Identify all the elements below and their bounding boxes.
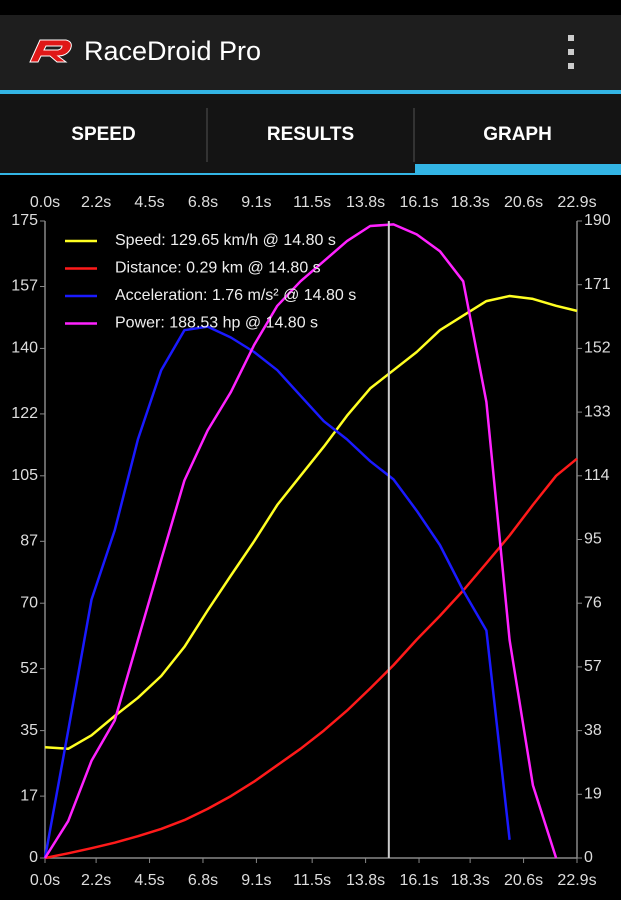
series-line — [44, 457, 578, 860]
x-tick-label-top: 22.9s — [557, 194, 596, 211]
x-tick-label-top: 13.8s — [346, 194, 385, 211]
tab-label[interactable]: GRAPH — [483, 124, 552, 145]
y2-tick-label: 0 — [584, 849, 593, 866]
y-tick-label: 122 — [11, 405, 38, 422]
y2-tick-label: 38 — [584, 722, 602, 739]
x-tick-label: 4.5s — [134, 872, 164, 889]
x-tick-label-top: 4.5s — [134, 194, 164, 211]
menu-dot — [568, 35, 574, 41]
x-tick-label-top: 6.8s — [188, 194, 218, 211]
x-tick-label: 9.1s — [241, 872, 271, 889]
y-tick-label: 52 — [20, 660, 38, 677]
legend-label: Power: 188.53 hp @ 14.80 s — [115, 315, 318, 332]
y2-tick-label: 76 — [584, 594, 602, 611]
app-logo[interactable] — [29, 39, 72, 63]
x-tick-label: 18.3s — [451, 872, 490, 889]
y2-tick-label: 171 — [584, 276, 611, 293]
x-tick-label-top: 18.3s — [451, 194, 490, 211]
y2-tick-label: 114 — [584, 467, 610, 484]
tab-bar-line — [0, 173, 621, 175]
tab-bar — [0, 94, 621, 175]
y-tick-label: 157 — [11, 278, 38, 295]
menu-dot — [568, 49, 574, 55]
tab-label[interactable]: RESULTS — [267, 124, 354, 145]
tab-label[interactable]: SPEED — [71, 124, 135, 145]
x-tick-label-top: 2.2s — [81, 194, 111, 211]
y-tick-label: 0 — [29, 849, 38, 866]
x-tick-label: 2.2s — [81, 872, 111, 889]
series-line — [44, 294, 578, 751]
y2-tick-label: 190 — [584, 212, 611, 229]
menu-dot — [568, 63, 574, 69]
x-tick-label: 0.0s — [30, 872, 60, 889]
x-tick-label: 11.5s — [293, 872, 331, 889]
overflow-menu[interactable] — [568, 35, 574, 69]
app-bar-divider — [0, 90, 621, 94]
x-tick-label-top: 0.0s — [30, 194, 60, 211]
y2-tick-label: 133 — [584, 403, 611, 420]
y-tick-label: 87 — [20, 533, 38, 550]
x-tick-label: 16.1s — [399, 872, 438, 889]
legend-label: Acceleration: 1.76 m/s² @ 14.80 s — [115, 287, 356, 304]
x-tick-label-top: 9.1s — [241, 194, 271, 211]
y-tick-label: 35 — [20, 722, 38, 739]
series-line — [43, 325, 511, 859]
app-bar — [0, 15, 621, 91]
x-tick-label: 6.8s — [188, 872, 218, 889]
x-tick-label-top: 20.6s — [504, 194, 543, 211]
x-tick-label: 20.6s — [504, 872, 543, 889]
y-tick-label: 140 — [11, 340, 38, 357]
y-tick-label: 70 — [20, 594, 38, 611]
y2-tick-label: 57 — [584, 658, 602, 675]
y2-tick-label: 152 — [584, 340, 611, 357]
y2-tick-label: 95 — [584, 531, 602, 548]
x-tick-label: 22.9s — [557, 872, 596, 889]
x-tick-label-top: 11.5s — [293, 194, 331, 211]
y2-tick-label: 19 — [584, 786, 602, 803]
app-title: RaceDroid Pro — [84, 36, 261, 66]
y-tick-label: 17 — [20, 787, 38, 804]
tab-indicator — [415, 164, 621, 175]
x-tick-label: 13.8s — [346, 872, 385, 889]
legend-label: Distance: 0.29 km @ 14.80 s — [115, 260, 321, 277]
y-tick-label: 105 — [11, 467, 38, 484]
x-tick-label-top: 16.1s — [399, 194, 438, 211]
series-line — [43, 223, 558, 859]
legend-label: Speed: 129.65 km/h @ 14.80 s — [115, 232, 336, 249]
y-tick-label: 175 — [11, 212, 38, 229]
